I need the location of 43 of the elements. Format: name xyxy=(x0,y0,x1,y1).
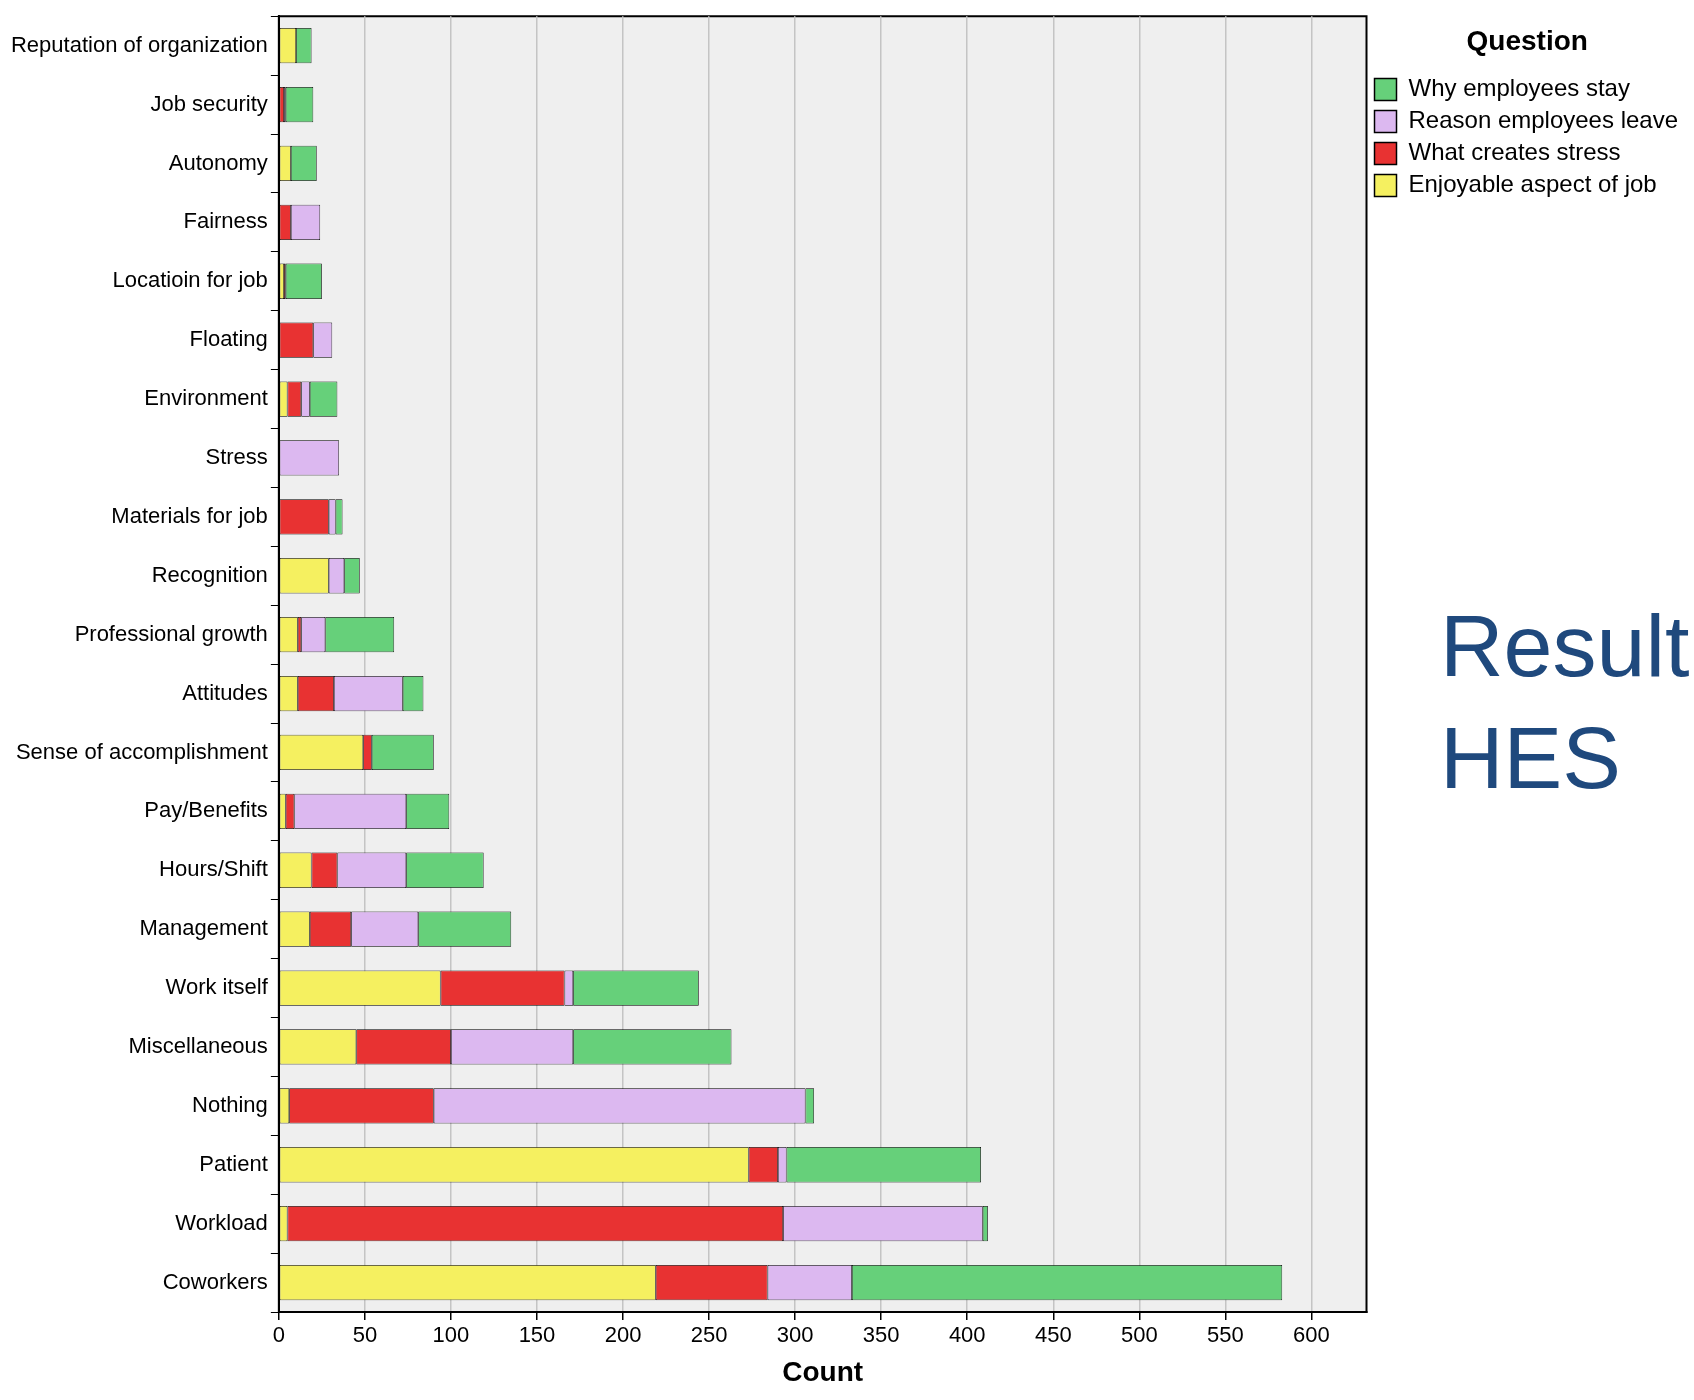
y-tick-label: Sense of accomplishment xyxy=(15,738,268,764)
text: Result xyxy=(1440,595,1690,697)
y-tick-label: Work itself xyxy=(165,974,269,1000)
legend-label: Reason employees leave xyxy=(1408,106,1678,134)
x-tick-label: 100 xyxy=(432,1322,470,1348)
y-tick-label: Attitudes xyxy=(182,679,268,705)
x-tick-label: 50 xyxy=(352,1322,378,1348)
x-tick-label: 350 xyxy=(862,1322,900,1348)
y-tick-label: Autonomy xyxy=(168,149,268,175)
legend-title: Question xyxy=(1466,24,1588,56)
legend-label: Why employees stay xyxy=(1408,74,1630,102)
y-tick-label: Hours/Shift xyxy=(159,856,268,882)
x-tick-label: 150 xyxy=(518,1322,556,1348)
y-tick-label: Coworkers xyxy=(162,1268,268,1294)
y-tick-label: Locatioin for job xyxy=(112,267,268,293)
x-tick-label: 450 xyxy=(1034,1322,1072,1348)
y-tick-label: Patient xyxy=(199,1150,268,1176)
y-tick-label: Management xyxy=(139,915,268,941)
y-tick-label: Materials for job xyxy=(111,502,268,528)
text: HES xyxy=(1440,707,1622,809)
y-tick-label: Pay/Benefits xyxy=(144,797,268,823)
y-tick-label: Miscellaneous xyxy=(128,1033,268,1059)
x-tick-label: 600 xyxy=(1293,1322,1330,1348)
y-tick-label: Fairness xyxy=(183,208,268,234)
y-tick-label: Recognition xyxy=(151,561,268,587)
x-tick-label: 250 xyxy=(690,1322,728,1348)
y-tick-label: Workload xyxy=(175,1209,268,1235)
x-tick-label: 0 xyxy=(272,1322,285,1348)
legend-label: Enjoyable aspect of job xyxy=(1408,170,1657,198)
x-tick-label: 200 xyxy=(604,1322,642,1348)
y-tick-label: Floating xyxy=(189,326,268,352)
x-axis-title: Count xyxy=(782,1355,864,1387)
x-tick-label: 400 xyxy=(948,1322,986,1348)
y-tick-label: Environment xyxy=(144,385,268,411)
x-tick-label: 300 xyxy=(776,1322,814,1348)
y-tick-label: Reputation of organization xyxy=(10,31,268,57)
legend-label: What creates stress xyxy=(1408,138,1621,166)
x-tick-label: 550 xyxy=(1207,1322,1244,1348)
y-tick-label: Nothing xyxy=(192,1091,268,1117)
y-tick-label: Stress xyxy=(205,444,268,470)
y-tick-label: Job security xyxy=(150,90,268,116)
y-tick-label: Professional growth xyxy=(74,620,268,646)
x-tick-label: 500 xyxy=(1120,1322,1158,1348)
